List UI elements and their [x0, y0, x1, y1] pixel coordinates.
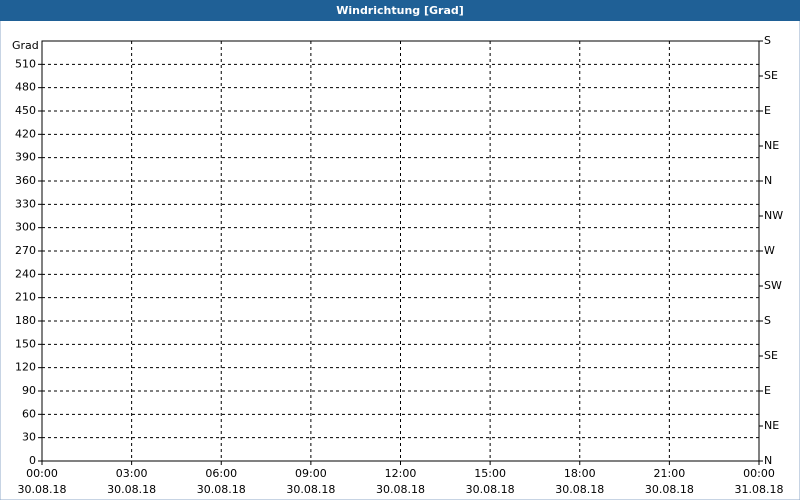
y2-tick-label: S	[764, 314, 771, 327]
x-tick-date: 30.08.18	[286, 483, 335, 496]
y2-tick-label: N	[764, 454, 772, 467]
x-tick-date: 30.08.18	[107, 483, 156, 496]
y2-tick-label: NE	[764, 139, 779, 152]
y-tick-label: 480	[15, 81, 36, 94]
y-tick-label: 90	[22, 384, 36, 397]
x-tick-date: 31.08.18	[735, 483, 784, 496]
x-tick-label: 00:00	[26, 467, 58, 480]
title-bar	[0, 0, 800, 21]
y-tick-label: 120	[15, 361, 36, 374]
y2-tick-label: W	[764, 244, 775, 257]
y2-tick-label: SE	[764, 69, 778, 82]
x-tick-label: 21:00	[654, 467, 686, 480]
y-label: Grad	[12, 39, 39, 52]
y-tick-label: 150	[15, 337, 36, 350]
y2-tick-label: NE	[764, 419, 779, 432]
x-tick-date: 30.08.18	[645, 483, 694, 496]
y2-tick-label: NW	[764, 209, 783, 222]
y-tick-label: 420	[15, 127, 36, 140]
y-tick-label: 180	[15, 314, 36, 327]
x-tick-date: 30.08.18	[197, 483, 246, 496]
y2-tick-label: SW	[764, 279, 782, 292]
y-tick-label: 210	[15, 291, 36, 304]
x-tick-label: 12:00	[385, 467, 417, 480]
x-tick-label: 15:00	[474, 467, 506, 480]
y-tick-label: 330	[15, 197, 36, 210]
x-tick-label: 03:00	[116, 467, 148, 480]
y2-tick-label: N	[764, 174, 772, 187]
x-tick-date: 30.08.18	[555, 483, 604, 496]
x-tick-label: 00:00	[743, 467, 775, 480]
chart-title: Windrichtung [Grad]	[336, 4, 464, 17]
y-tick-label: 360	[15, 174, 36, 187]
y-tick-label: 60	[22, 407, 36, 420]
y-tick-label: 300	[15, 221, 36, 234]
y2-tick-label: S	[764, 34, 771, 47]
x-tick-date: 30.08.18	[376, 483, 425, 496]
y-tick-label: 30	[22, 431, 36, 444]
y-tick-label: 270	[15, 244, 36, 257]
x-tick-date: 30.08.18	[18, 483, 67, 496]
x-tick-label: 06:00	[205, 467, 237, 480]
y2-tick-label: E	[764, 104, 771, 117]
y2-tick-label: E	[764, 384, 771, 397]
y-tick-label: 240	[15, 267, 36, 280]
x-tick-label: 18:00	[564, 467, 596, 480]
y-tick-label: 390	[15, 151, 36, 164]
y-tick-label: 510	[15, 57, 36, 70]
y-tick-label: 450	[15, 104, 36, 117]
y-tick-label: 0	[29, 454, 36, 467]
y2-tick-label: SE	[764, 349, 778, 362]
x-tick-label: 09:00	[295, 467, 327, 480]
x-tick-date: 30.08.18	[466, 483, 515, 496]
